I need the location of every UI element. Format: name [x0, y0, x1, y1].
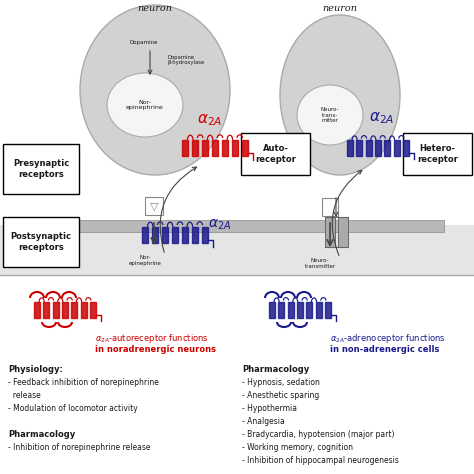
- Text: Hetero-
receptor: Hetero- receptor: [417, 144, 458, 164]
- Bar: [53, 302, 59, 318]
- Text: - Feedback inhibition of norepinephrine: - Feedback inhibition of norepinephrine: [8, 378, 159, 387]
- Ellipse shape: [80, 5, 230, 175]
- Bar: [288, 302, 293, 318]
- FancyBboxPatch shape: [403, 133, 472, 175]
- Bar: [202, 140, 208, 156]
- Text: Dopamine: Dopamine: [130, 39, 158, 45]
- Bar: [30, 220, 444, 232]
- Bar: [192, 140, 198, 156]
- Bar: [232, 140, 238, 156]
- Text: $\alpha_{2A}$: $\alpha_{2A}$: [197, 112, 223, 128]
- Bar: [0, 0, 474, 275]
- Bar: [306, 302, 312, 318]
- Bar: [43, 302, 49, 318]
- Bar: [201, 227, 208, 243]
- Text: Dopamine
β-hydroxylase: Dopamine β-hydroxylase: [168, 55, 205, 65]
- Bar: [145, 197, 163, 215]
- Ellipse shape: [297, 85, 363, 145]
- Text: Neuro-
trans-
mitter: Neuro- trans- mitter: [321, 107, 339, 123]
- Text: - Bradycardia, hypotension (major part): - Bradycardia, hypotension (major part): [242, 430, 394, 439]
- Bar: [338, 217, 348, 247]
- Text: - Analgesia: - Analgesia: [242, 417, 285, 426]
- Text: Pharmacology: Pharmacology: [242, 365, 309, 374]
- Bar: [182, 227, 188, 243]
- Text: - Hypnosis, sedation: - Hypnosis, sedation: [242, 378, 320, 387]
- Text: in noradrenergic neurons: in noradrenergic neurons: [95, 345, 216, 354]
- Text: Auto-
receptor: Auto- receptor: [255, 144, 296, 164]
- Bar: [356, 140, 362, 155]
- Text: neuron: neuron: [137, 3, 173, 12]
- Bar: [34, 302, 40, 318]
- Bar: [278, 302, 284, 318]
- Bar: [403, 140, 409, 155]
- Bar: [62, 302, 68, 318]
- Bar: [365, 140, 372, 155]
- Bar: [182, 140, 189, 156]
- Text: in non-adrenergic cells: in non-adrenergic cells: [330, 345, 439, 354]
- Text: - Inhibition of hippocampal neurogenesis: - Inhibition of hippocampal neurogenesis: [242, 456, 399, 465]
- Bar: [172, 227, 178, 243]
- Bar: [375, 140, 381, 155]
- Text: - Modulation of locomotor activity: - Modulation of locomotor activity: [8, 404, 138, 413]
- Bar: [297, 302, 303, 318]
- Bar: [384, 140, 390, 155]
- Bar: [142, 227, 148, 243]
- Text: - Hypothermia: - Hypothermia: [242, 404, 297, 413]
- Text: release: release: [8, 391, 41, 400]
- Bar: [0, 225, 474, 275]
- Text: neuron: neuron: [322, 3, 357, 12]
- Text: Presynaptic
receptors: Presynaptic receptors: [13, 159, 69, 179]
- Bar: [325, 302, 331, 318]
- Bar: [222, 140, 228, 156]
- Bar: [322, 198, 338, 216]
- Bar: [191, 227, 198, 243]
- Text: Nor-
epinephrine: Nor- epinephrine: [128, 255, 162, 266]
- Text: $\alpha_{2A}$: $\alpha_{2A}$: [209, 218, 232, 232]
- Text: Postsynaptic
receptors: Postsynaptic receptors: [10, 232, 72, 252]
- Text: $\alpha_{2A}$: $\alpha_{2A}$: [369, 110, 395, 126]
- Text: - Anesthetic sparing: - Anesthetic sparing: [242, 391, 319, 400]
- FancyBboxPatch shape: [241, 133, 310, 175]
- FancyBboxPatch shape: [3, 144, 79, 194]
- Bar: [72, 302, 77, 318]
- Bar: [242, 140, 248, 156]
- Text: ▽: ▽: [150, 201, 158, 211]
- Text: Nor-
epinephrine: Nor- epinephrine: [126, 100, 164, 110]
- Text: $\alpha_{2A}$-autoreceptor functions: $\alpha_{2A}$-autoreceptor functions: [95, 332, 209, 345]
- Text: Physiology:: Physiology:: [8, 365, 63, 374]
- Ellipse shape: [280, 15, 400, 175]
- Bar: [325, 217, 335, 247]
- FancyBboxPatch shape: [3, 217, 79, 267]
- Text: - Working memory, cognition: - Working memory, cognition: [242, 443, 353, 452]
- Text: Pharmacology: Pharmacology: [8, 430, 75, 439]
- Bar: [162, 227, 168, 243]
- Bar: [394, 140, 400, 155]
- Bar: [0, 275, 474, 474]
- Bar: [212, 140, 218, 156]
- Bar: [316, 302, 322, 318]
- Text: $\alpha_{2A}$-adrenoceptor functions: $\alpha_{2A}$-adrenoceptor functions: [330, 332, 446, 345]
- Text: Neuro-
transmitter: Neuro- transmitter: [304, 258, 336, 269]
- Ellipse shape: [107, 73, 183, 137]
- Bar: [269, 302, 275, 318]
- Bar: [347, 140, 353, 155]
- Bar: [152, 227, 158, 243]
- Bar: [81, 302, 87, 318]
- Bar: [90, 302, 96, 318]
- Text: - Inhibition of norepinephrine release: - Inhibition of norepinephrine release: [8, 443, 151, 452]
